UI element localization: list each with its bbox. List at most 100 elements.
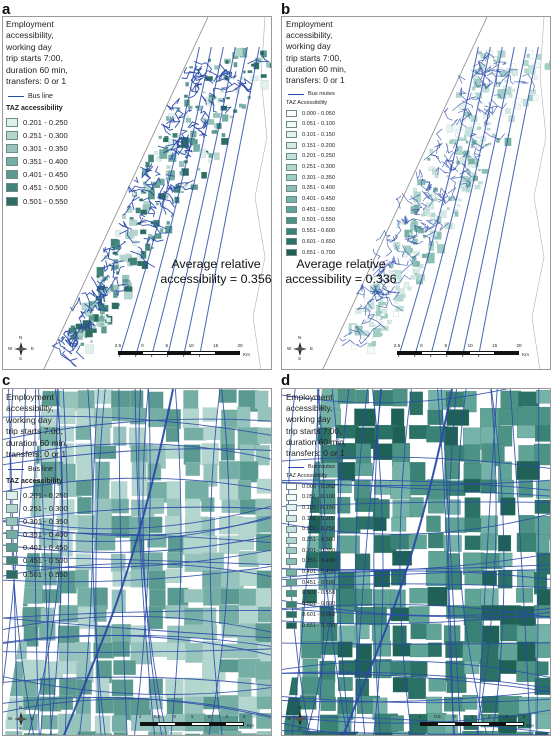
taz-zone [23, 733, 45, 735]
taz-zone [517, 425, 538, 439]
bus-route-line [353, 389, 383, 735]
bus-route-line [154, 200, 174, 218]
legend-swatch [6, 556, 18, 566]
bus-route-line [112, 265, 119, 278]
bus-route-line [372, 263, 390, 271]
taz-zone [145, 161, 150, 168]
taz-zone [410, 623, 428, 640]
legend-swatch [286, 131, 297, 139]
bus-route-line [441, 161, 449, 168]
bus-route-line [513, 81, 529, 84]
taz-zone [497, 425, 513, 447]
bus-route-line [207, 70, 218, 82]
legend-swatch [286, 195, 297, 203]
scale-tick-label: 2.5 [114, 343, 122, 348]
taz-zone [140, 209, 148, 215]
taz-zone [376, 316, 381, 320]
bus-route-line [361, 314, 375, 325]
taz-zone [157, 178, 165, 186]
taz-zone [355, 733, 377, 735]
taz-zone [505, 108, 511, 114]
taz-zone [237, 678, 252, 699]
legend-class-row: 0.401 - 0.450 [286, 567, 376, 578]
bus-route-line [200, 105, 210, 119]
taz-zone [129, 216, 134, 220]
scale-bar-b: 2.5 0 5 10 15 20 Km [394, 343, 537, 363]
taz-zone [414, 260, 418, 265]
taz-zone [148, 570, 166, 590]
legend-class-label: 0.151 - 0.200 [302, 142, 335, 149]
taz-zone [184, 696, 204, 715]
bus-route-line [69, 297, 81, 312]
bus-route-line [208, 389, 230, 735]
taz-zone [428, 551, 449, 570]
bus-route-line [388, 255, 397, 269]
bus-route-line [219, 97, 225, 102]
legend-c-bus-row: Bus line [6, 466, 98, 473]
taz-zone [5, 731, 23, 735]
taz-zone [426, 515, 441, 532]
north-arrow-icon [293, 342, 307, 356]
taz-zone [535, 534, 550, 554]
bus-route-line [472, 54, 489, 67]
taz-zone [534, 661, 549, 676]
taz-zone [338, 731, 358, 735]
north-arrow-icon [14, 712, 28, 726]
taz-zone [446, 207, 450, 210]
bus-trunk-route [198, 46, 260, 358]
legend-b-classes: 0.000 - 0.050 0.051 - 0.100 0.101 - 0.150 0… [286, 108, 376, 258]
bus-route-line [448, 142, 459, 162]
bus-route-line [473, 148, 478, 161]
bus-route-line [131, 194, 140, 202]
legend-d-bus-row: Bus routes [286, 464, 376, 470]
taz-zone [456, 204, 461, 207]
bus-route-line [449, 177, 456, 188]
legend-a: Employment accessibility, working day tr… [6, 19, 96, 208]
legend-class-label: 0.201 - 0.250 [302, 153, 335, 160]
taz-zone [105, 314, 109, 317]
taz-zone [508, 93, 513, 98]
taz-zone [119, 254, 125, 262]
taz-zone [318, 732, 339, 735]
legend-b-title: Employment accessibility, working day tr… [286, 19, 347, 86]
bus-route-line [415, 200, 423, 216]
taz-zone [514, 104, 521, 110]
district-boundary [531, 17, 547, 369]
bus-line-symbol [8, 469, 24, 471]
bus-route-line [60, 335, 66, 343]
taz-zone [482, 730, 500, 735]
bus-route-line [64, 329, 71, 337]
taz-zone [431, 212, 436, 217]
taz-zone [155, 233, 162, 239]
taz-zone [110, 238, 119, 247]
taz-zone [354, 624, 370, 640]
taz-zone [373, 517, 387, 532]
bus-line-symbol [8, 96, 24, 98]
taz-zone [387, 319, 392, 324]
bus-route-line [282, 479, 550, 487]
bus-route-line [490, 389, 505, 735]
bus-route-line [420, 202, 428, 211]
main-arterial-route [341, 389, 453, 735]
legend-class-row: 0.251 - 0.300 [286, 535, 376, 546]
bus-route-line [477, 389, 498, 735]
taz-zone [101, 326, 107, 334]
taz-zone [135, 207, 141, 214]
panel-label-d: d [281, 372, 291, 389]
taz-zone [218, 604, 240, 625]
legend-a-classes: 0.201 - 0.250 0.251 - 0.300 0.301 - 0.350 0… [6, 115, 96, 207]
bus-route-line [395, 195, 402, 209]
bus-route-line [34, 389, 40, 735]
taz-zone [517, 406, 539, 426]
taz-zone [159, 149, 168, 159]
bus-route-line [474, 76, 487, 90]
taz-zone [221, 133, 226, 138]
legend-class-row: 0.201 - 0.250 [286, 151, 376, 162]
taz-zone [468, 158, 475, 165]
bus-route-line [3, 443, 271, 460]
taz-zone [202, 118, 206, 121]
legend-b: Employment accessibility, working day tr… [286, 19, 376, 258]
average-accessibility-a: Average relative accessibility = 0.356 [156, 257, 276, 287]
taz-zone [409, 232, 412, 236]
taz-zone [407, 286, 412, 291]
